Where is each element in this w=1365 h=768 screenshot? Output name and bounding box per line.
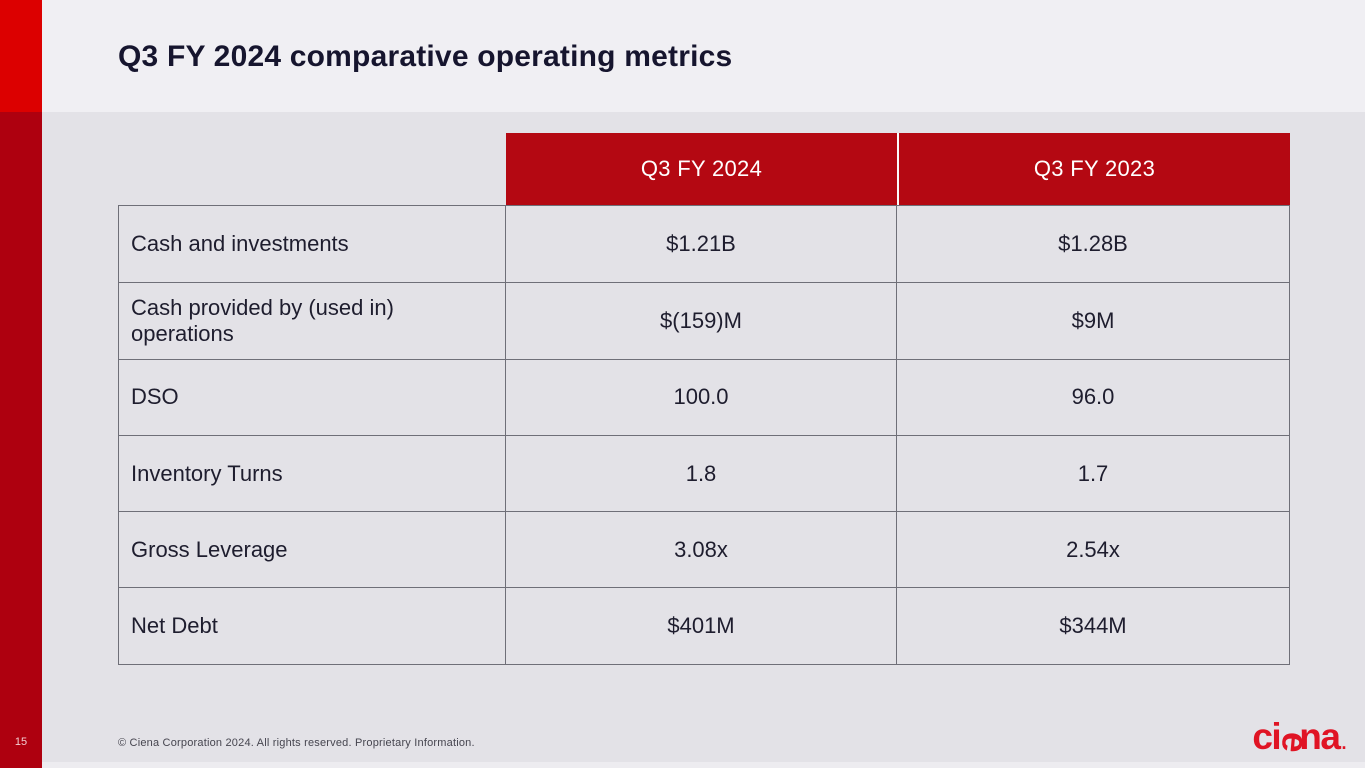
accent-bar-bottom bbox=[0, 112, 42, 768]
value-cash-and-investments-fy2023: $1.28B bbox=[897, 206, 1289, 283]
table-header-q3-fy-2024: Q3 FY 2024 bbox=[506, 133, 897, 205]
table-header-empty-cell bbox=[118, 133, 506, 205]
value-dso-fy2023: 96.0 bbox=[897, 358, 1289, 435]
title-band: Q3 FY 2024 comparative operating metrics bbox=[42, 0, 1365, 112]
value-net-debt-fy2024: $401M bbox=[506, 587, 897, 664]
value-cash-operations-fy2024: $(159)M bbox=[506, 282, 897, 359]
value-net-debt-fy2023: $344M bbox=[897, 587, 1289, 664]
value-inventory-turns-fy2023: 1.7 bbox=[897, 434, 1289, 512]
page-number: 15 bbox=[14, 736, 28, 748]
table-body: Cash and investments $1.21B $1.28B Cash … bbox=[118, 205, 1290, 665]
ciena-logo-part1: ci bbox=[1252, 716, 1281, 757]
ciena-logo-part3: na bbox=[1299, 716, 1341, 757]
copyright-footer: © Ciena Corporation 2024. All rights res… bbox=[118, 737, 475, 749]
value-cash-operations-fy2023: $9M bbox=[897, 282, 1289, 359]
row-label-cash-and-investments: Cash and investments bbox=[119, 206, 506, 283]
ciena-logo-trademark-dot: . bbox=[1341, 733, 1346, 753]
table-header-row: Q3 FY 2024 Q3 FY 2023 bbox=[118, 133, 1290, 205]
value-gross-leverage-fy2024: 3.08x bbox=[506, 511, 897, 588]
row-label-dso: DSO bbox=[119, 358, 506, 435]
value-inventory-turns-fy2024: 1.8 bbox=[506, 434, 897, 512]
table-header-q3-fy-2023: Q3 FY 2023 bbox=[897, 133, 1290, 205]
ciena-logo-rotated-e: e bbox=[1274, 730, 1317, 753]
comparative-metrics-table: Q3 FY 2024 Q3 FY 2023 Cash and investmen… bbox=[118, 133, 1290, 665]
slide-title: Q3 FY 2024 comparative operating metrics bbox=[118, 40, 733, 73]
row-label-inventory-turns: Inventory Turns bbox=[119, 434, 506, 512]
value-gross-leverage-fy2023: 2.54x bbox=[897, 511, 1289, 588]
bottom-strip bbox=[42, 762, 1365, 768]
row-label-gross-leverage: Gross Leverage bbox=[119, 511, 506, 588]
ciena-logo: ci e na. bbox=[1252, 716, 1346, 758]
row-label-net-debt: Net Debt bbox=[119, 587, 506, 664]
value-cash-and-investments-fy2024: $1.21B bbox=[506, 206, 897, 283]
row-label-cash-operations: Cash provided by (used in) operations bbox=[119, 282, 506, 359]
accent-bar-top bbox=[0, 0, 42, 112]
value-dso-fy2024: 100.0 bbox=[506, 358, 897, 435]
